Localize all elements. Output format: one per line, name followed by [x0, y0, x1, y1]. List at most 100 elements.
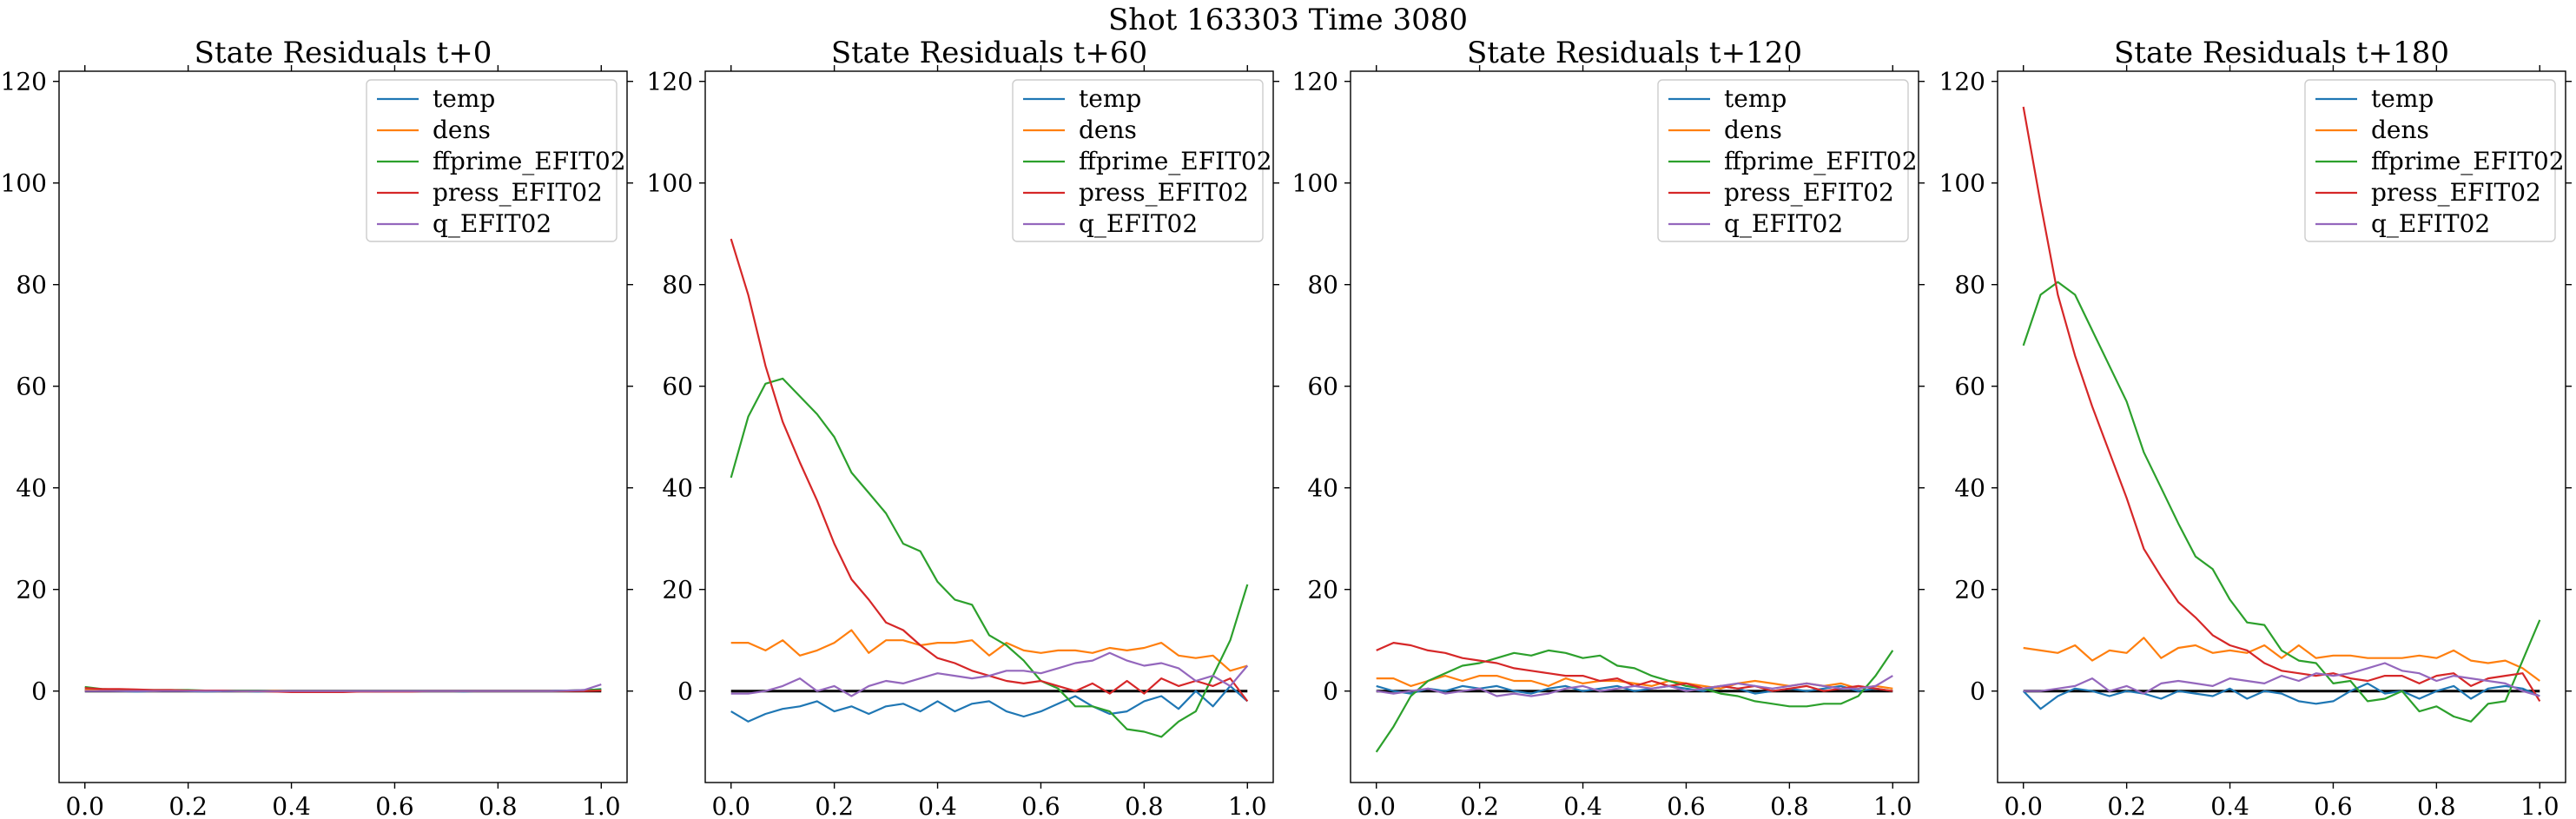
y-tick-label: 100 [1292, 169, 1338, 198]
legend-label: press_EFIT02 [433, 178, 603, 207]
x-tick-label: 0.2 [1460, 792, 1499, 819]
legend-label: q_EFIT02 [1724, 209, 1843, 238]
legend: temp dens ffprime_EFIT02 press_EFIT02q_EFIT… [2304, 79, 2565, 242]
x-tick-label: 0.0 [711, 792, 750, 819]
axes-frame [58, 70, 628, 783]
legend-label: q_EFIT02 [433, 209, 552, 238]
x-tick-label: 0.4 [272, 792, 311, 819]
legend-box [1657, 79, 1909, 242]
x-tick-label: 1.0 [2520, 792, 2559, 819]
x-tick-label: 0.8 [2417, 792, 2456, 819]
x-tick-label: 0.6 [1667, 792, 1706, 819]
axes-frame [1997, 70, 2566, 783]
legend-label: ffprime_EFIT02 [1724, 147, 1918, 175]
y-tick-label: 80 [16, 271, 47, 300]
y-tick-label: 20 [1307, 576, 1338, 604]
legend-box [1012, 79, 1264, 242]
y-tick-label: 60 [662, 373, 693, 401]
y-tick-label: 40 [1954, 474, 1985, 503]
y-tick-label: 80 [1954, 271, 1985, 300]
y-tick-label: 0 [31, 677, 47, 706]
panel-title: State Residuals t+180 [2114, 36, 2449, 70]
series-line-q_EFIT02 [1376, 675, 1893, 697]
chart-panel-4: State Residuals t+180 0.0 0.2 0.4 0.6 0.8 1.0 0… [1939, 36, 2572, 819]
chart-panel-3: State Residuals t+120 0.0 0.2 0.4 0.6 0.8 1.0 0… [1292, 36, 1925, 819]
axes-frame [704, 70, 1274, 783]
legend-label: q_EFIT02 [2371, 209, 2490, 238]
legend: temp dens ffprime_EFIT02 press_EFIT02q_EFIT… [1657, 79, 1918, 242]
y-tick-label: 20 [662, 576, 693, 604]
y-tick-label: 40 [1307, 474, 1338, 503]
series-line-temp [730, 684, 1249, 723]
legend-label: temp [433, 84, 495, 113]
series-line-q_EFIT02 [730, 651, 1249, 697]
y-tick-label: 0 [1970, 677, 1985, 706]
legend-label: dens [2371, 116, 2429, 144]
x-tick-label: 0.0 [1357, 792, 1396, 819]
series-line-press_EFIT02 [2022, 106, 2541, 702]
x-tick-label: 0.6 [375, 792, 414, 819]
x-tick-label: 0.8 [1770, 792, 1809, 819]
x-tick-label: 0.8 [479, 792, 518, 819]
y-tick-label: 60 [16, 373, 47, 401]
y-tick-label: 0 [677, 677, 693, 706]
series-line-ffprime_EFIT02 [730, 377, 1249, 738]
y-tick-label: 100 [1939, 169, 1985, 198]
y-tick-label: 100 [647, 169, 693, 198]
legend: temp dens ffprime_EFIT02 press_EFIT02q_EFIT… [1012, 79, 1272, 242]
chart-panel-2: State Residuals t+60 0.0 0.2 0.4 0.6 0.8 1.0 0 2… [647, 36, 1279, 819]
x-tick-label: 1.0 [1228, 792, 1267, 819]
legend-box [366, 79, 618, 242]
y-tick-label: 80 [1307, 271, 1338, 300]
legend-label: ffprime_EFIT02 [433, 147, 626, 175]
x-tick-label: 1.0 [582, 792, 621, 819]
legend-label: press_EFIT02 [1079, 178, 1249, 207]
legend-label: ffprime_EFIT02 [1079, 147, 1272, 175]
legend-label: press_EFIT02 [2371, 178, 2541, 207]
y-tick-label: 60 [1954, 373, 1985, 401]
figure-title: Shot 163303 Time 3080 [1108, 3, 1468, 37]
legend-label: temp [1079, 84, 1141, 113]
legend-label: temp [1724, 84, 1787, 113]
x-tick-label: 0.8 [1125, 792, 1164, 819]
legend-label: press_EFIT02 [1724, 178, 1894, 207]
y-tick-label: 120 [1292, 68, 1338, 96]
series-line-dens [2023, 637, 2540, 682]
legend-label: dens [1724, 116, 1782, 144]
axes-frame [1350, 70, 1919, 783]
series-line-ffprime_EFIT02 [2022, 281, 2541, 723]
y-tick-label: 20 [1954, 576, 1985, 604]
x-tick-label: 1.0 [1873, 792, 1912, 819]
panel-title: State Residuals t+0 [195, 36, 492, 70]
y-tick-label: 120 [647, 68, 693, 96]
y-tick-label: 20 [16, 576, 47, 604]
legend: temp dens ffprime_EFIT02 press_EFIT02q_EFIT… [366, 79, 626, 242]
legend-label: dens [1079, 116, 1137, 144]
x-tick-label: 0.4 [1563, 792, 1602, 819]
y-tick-label: 40 [662, 474, 693, 503]
x-tick-label: 0.6 [1021, 792, 1060, 819]
series-line-temp [2022, 682, 2540, 710]
panels: State Residuals t+0 0.0 0.2 0.4 0.6 0.8 1.0 0 20… [1, 36, 2572, 819]
y-tick-label: 40 [16, 474, 47, 503]
x-tick-label: 0.2 [2107, 792, 2146, 819]
y-tick-label: 100 [1, 169, 47, 198]
series-line-q_EFIT02 [2023, 662, 2540, 697]
chart-panel-1: State Residuals t+0 0.0 0.2 0.4 0.6 0.8 1.0 0 20… [1, 36, 633, 819]
panel-title: State Residuals t+120 [1467, 36, 1802, 70]
series-line-ffprime_EFIT02 [1375, 649, 1894, 753]
series-line-q_EFIT02 [84, 684, 602, 692]
legend-box [2304, 79, 2556, 242]
y-tick-label: 80 [662, 271, 693, 300]
x-tick-label: 0.2 [815, 792, 854, 819]
series-line-dens [730, 629, 1248, 672]
y-tick-label: 120 [1, 68, 47, 96]
y-tick-label: 120 [1939, 68, 1985, 96]
y-tick-label: 60 [1307, 373, 1338, 401]
x-tick-label: 0.6 [2314, 792, 2353, 819]
x-tick-label: 0.0 [2004, 792, 2043, 819]
panel-title: State Residuals t+60 [831, 36, 1147, 70]
x-tick-label: 0.4 [2210, 792, 2249, 819]
legend-label: q_EFIT02 [1079, 209, 1198, 238]
